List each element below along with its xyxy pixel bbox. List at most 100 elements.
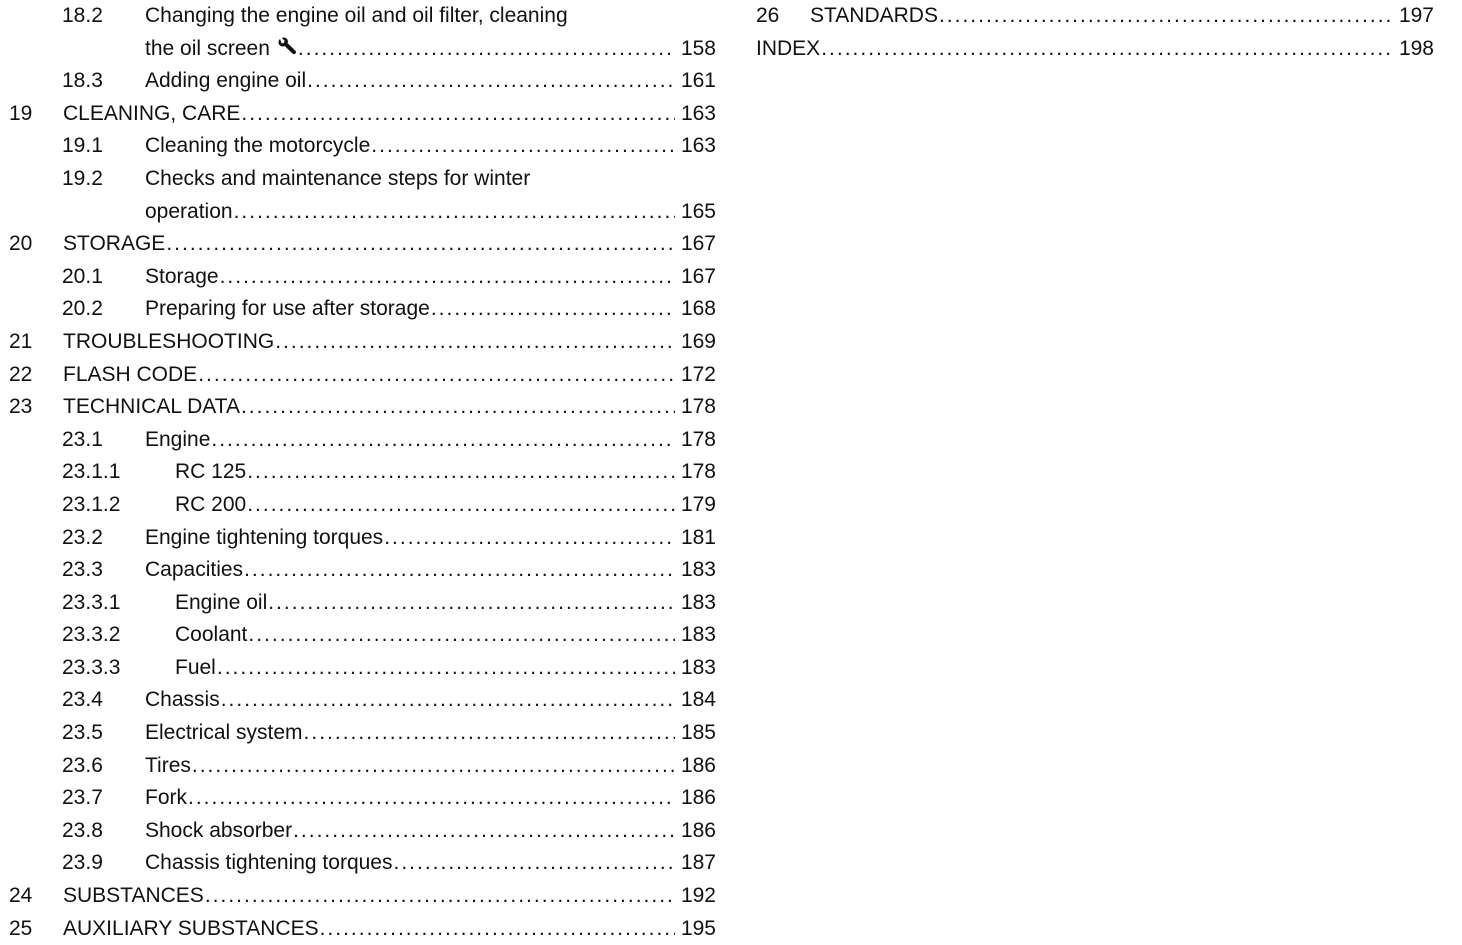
toc-entry-23-3-2[interactable]: 23.3.2 Coolant 183	[0, 619, 716, 652]
toc-entry-20-1[interactable]: 20.1 Storage 167	[0, 261, 716, 294]
toc-entry-19-1[interactable]: 19.1 Cleaning the motorcycle 163	[0, 130, 716, 163]
toc-entry-page: 172	[680, 362, 716, 386]
toc-entry-number: 24	[9, 884, 33, 908]
toc-entry-number: 23.6	[62, 753, 103, 777]
toc-entry-page: 195	[680, 916, 716, 940]
toc-entry-23-3-3[interactable]: 23.3.3 Fuel 183	[0, 652, 716, 685]
dot-leader	[268, 587, 675, 620]
toc-entry-title: Chassis	[145, 688, 220, 712]
dot-leader	[192, 750, 675, 783]
toc-entry-page: 168	[680, 297, 716, 321]
toc-entry-23-3-1[interactable]: 23.3.1 Engine oil 183	[0, 587, 716, 620]
toc-entry-22[interactable]: 22 FLASH CODE 172	[0, 359, 716, 392]
toc-entry-title: the oil screen	[145, 36, 270, 60]
toc-entry-page: 178	[680, 460, 716, 484]
toc-entry-title: Preparing for use after storage	[145, 297, 430, 321]
toc-entry-title: Engine tightening torques	[145, 525, 384, 549]
toc-entry-page: 197	[1398, 4, 1434, 27]
toc-entry-page: 167	[680, 264, 716, 288]
toc-entry-23-7[interactable]: 23.7 Fork 186	[0, 782, 716, 815]
dot-leader	[220, 261, 675, 294]
toc-entry-title: TECHNICAL DATA	[63, 395, 240, 419]
toc-entry-page: 192	[680, 884, 716, 908]
toc-entry-23-6[interactable]: 23.6 Tires 186	[0, 750, 716, 783]
toc-entry-title: operation	[145, 199, 233, 223]
toc-entry-title: Shock absorber	[145, 818, 293, 842]
toc-entry-18-2[interactable]: 18.2 Changing the engine oil and oil fil…	[0, 0, 716, 65]
toc-entry-23-9[interactable]: 23.9 Chassis tightening torques 187	[0, 847, 716, 880]
toc-entry-title: STORAGE	[63, 232, 166, 256]
toc-entry-title-line1: Changing the engine oil and oil filter, …	[145, 4, 568, 27]
toc-entry-title: INDEX	[756, 36, 821, 60]
toc-right-column: 26 STANDARDS 197 INDEX 198	[756, 0, 1434, 65]
toc-entry-title: Fork	[145, 786, 187, 810]
toc-entry-23-1[interactable]: 23.1 Engine 178	[0, 424, 716, 457]
toc-entry-title: SUBSTANCES	[63, 884, 204, 908]
toc-entry-number: 20.2	[62, 297, 103, 321]
toc-entry-page: 163	[680, 134, 716, 158]
toc-entry-19[interactable]: 19 CLEANING, CARE 163	[0, 98, 716, 131]
toc-entry-title: RC 200	[175, 492, 247, 516]
toc-entry-page: 158	[680, 36, 716, 60]
toc-entry-number: 23.3.2	[62, 623, 121, 647]
wrench-icon	[277, 33, 297, 66]
dot-leader	[371, 130, 675, 163]
toc-entry-19-2[interactable]: 19.2 Checks and maintenance steps for wi…	[0, 163, 716, 228]
toc-entry-24[interactable]: 24 SUBSTANCES 192	[0, 880, 716, 913]
toc-entry-title: Storage	[145, 264, 219, 288]
toc-entry-title: STANDARDS	[810, 4, 938, 27]
toc-entry-page: 165	[680, 199, 716, 223]
toc-entry-21[interactable]: 21 TROUBLESHOOTING 169	[0, 326, 716, 359]
dot-leader	[234, 196, 675, 229]
toc-entry-page: 167	[680, 232, 716, 256]
toc-entry-title: AUXILIARY SUBSTANCES	[63, 916, 319, 940]
toc-entry-title: Adding engine oil	[145, 69, 307, 93]
toc-entry-23-5[interactable]: 23.5 Electrical system 185	[0, 717, 716, 750]
toc-entry-page: 179	[680, 492, 716, 516]
toc-entry-number: 23	[9, 395, 33, 419]
dot-leader	[188, 782, 675, 815]
toc-entry-23-8[interactable]: 23.8 Shock absorber 186	[0, 815, 716, 848]
toc-entry-20[interactable]: 20 STORAGE 167	[0, 228, 716, 261]
dot-leader	[431, 293, 675, 326]
toc-entry-number: 25	[9, 916, 33, 940]
dot-leader	[221, 684, 675, 717]
dot-leader	[211, 424, 675, 457]
toc-entry-title: TROUBLESHOOTING	[63, 329, 275, 353]
toc-entry-number: 23.1.1	[62, 460, 121, 484]
toc-entry-number: 19.1	[62, 134, 103, 158]
dot-leader	[248, 619, 675, 652]
toc-entry-number: 23.4	[62, 688, 103, 712]
dot-leader	[166, 228, 675, 261]
toc-entry-23[interactable]: 23 TECHNICAL DATA 178	[0, 391, 716, 424]
toc-entry-23-1-1[interactable]: 23.1.1 RC 125 178	[0, 456, 716, 489]
toc-entry-title: CLEANING, CARE	[63, 101, 241, 125]
toc-entry-23-4[interactable]: 23.4 Chassis 184	[0, 684, 716, 717]
toc-entry-20-2[interactable]: 20.2 Preparing for use after storage 168	[0, 293, 716, 326]
dot-leader	[241, 98, 675, 131]
toc-entry-number: 23.1	[62, 427, 103, 451]
toc-entry-number: 19	[9, 101, 33, 125]
toc-entry-page: 186	[680, 786, 716, 810]
toc-entry-index[interactable]: INDEX 198	[756, 33, 1434, 66]
toc-entry-23-1-2[interactable]: 23.1.2 RC 200 179	[0, 489, 716, 522]
toc-entry-25[interactable]: 25 AUXILIARY SUBSTANCES 195	[0, 913, 716, 945]
toc-entry-page: 183	[680, 558, 716, 582]
dot-leader	[821, 33, 1393, 66]
dot-leader	[241, 391, 675, 424]
toc-entry-page: 178	[680, 427, 716, 451]
toc-entry-page: 181	[680, 525, 716, 549]
toc-entry-page: 163	[680, 101, 716, 125]
toc-entry-title: Capacities	[145, 558, 244, 582]
toc-entry-18-3[interactable]: 18.3 Adding engine oil 161	[0, 65, 716, 98]
toc-entry-26[interactable]: 26 STANDARDS 197	[756, 0, 1434, 33]
toc-entry-page: 187	[680, 851, 716, 875]
dot-leader	[307, 65, 675, 98]
toc-entry-page: 184	[680, 688, 716, 712]
toc-entry-title: Chassis tightening torques	[145, 851, 393, 875]
toc-entry-23-2[interactable]: 23.2 Engine tightening torques 181	[0, 522, 716, 555]
toc-entry-page: 161	[680, 69, 716, 93]
toc-entry-title: Engine	[145, 427, 211, 451]
toc-entry-23-3[interactable]: 23.3 Capacities 183	[0, 554, 716, 587]
toc-entry-number: 23.3	[62, 558, 103, 582]
